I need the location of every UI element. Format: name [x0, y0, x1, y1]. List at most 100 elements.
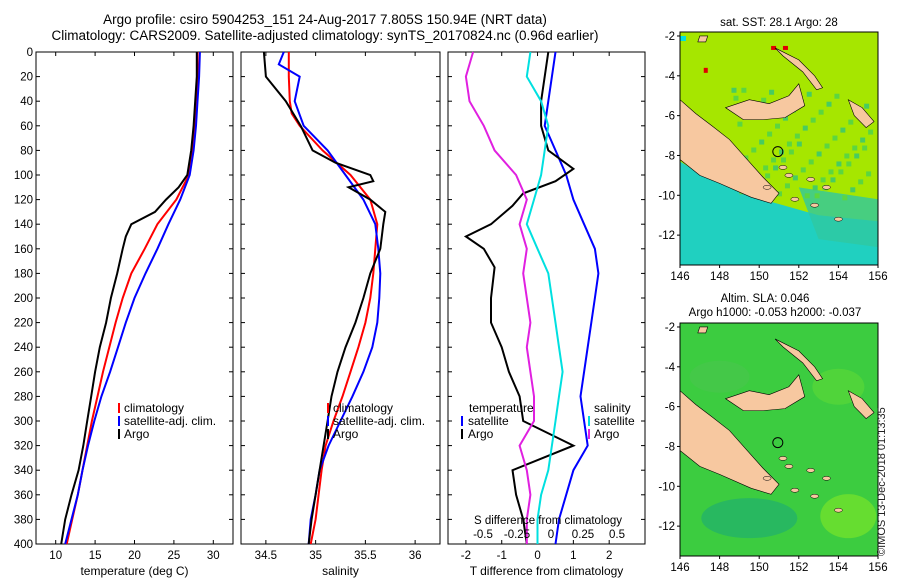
sst-pixel [850, 187, 856, 193]
map-lon-label: 148 [710, 562, 729, 574]
panel-frame-salinity [240, 51, 441, 545]
sst-pixel [838, 169, 844, 175]
sst-pixel [731, 87, 737, 93]
map-lat-label: -10 [658, 190, 675, 202]
small-island [834, 507, 843, 513]
small-island [810, 494, 819, 499]
depth-tick-label: 140 [14, 219, 33, 231]
depth-tick-label: 360 [14, 490, 33, 502]
sst-pixel [773, 165, 779, 171]
manus-island [697, 326, 709, 334]
depth-tick-label: 120 [14, 195, 33, 207]
sst-pixel [830, 177, 836, 183]
x-tick-label: 35.5 [354, 550, 376, 562]
argo-position-marker [772, 146, 784, 158]
series-line-temperature-2 [60, 52, 198, 545]
small-island [822, 476, 831, 481]
map-lat-label: -12 [658, 230, 675, 242]
x-axis-label: salinity [322, 564, 359, 578]
depth-tick-label: 40 [20, 96, 33, 108]
sst-pixel [864, 103, 870, 109]
small-island [790, 488, 800, 493]
legend-label-diff-right: Argo [594, 427, 620, 441]
depth-tick-label: 320 [14, 441, 33, 453]
depth-tick-label: 400 [14, 539, 33, 551]
small-island [778, 456, 788, 461]
legend-swatch-salinity [327, 416, 329, 426]
legend-label-salinity: Argo [333, 427, 359, 441]
x-tick-label: 15 [89, 550, 102, 562]
manus-island [697, 35, 709, 43]
map-lat-label: -6 [665, 402, 675, 414]
depth-tick-label: 300 [14, 416, 33, 428]
depth-tick-label: 80 [20, 145, 33, 157]
x-tick-label: 35 [309, 550, 322, 562]
legend-swatch-diff-left [461, 416, 463, 426]
small-island [790, 197, 800, 202]
sst-pixel [782, 115, 788, 121]
new-britain-land [724, 83, 806, 120]
map-sst-map [677, 31, 879, 268]
sst-pixel [824, 143, 830, 149]
sst-pixel [818, 109, 824, 115]
sst-pixel [842, 195, 848, 201]
secondary-axis-label: S difference from climatology [474, 515, 622, 527]
depth-tick-label: 60 [20, 121, 33, 133]
x-axis-label: temperature (deg C) [80, 564, 188, 578]
new-guinea-land [679, 99, 780, 204]
sst-pixel [796, 141, 802, 147]
legend-label-diff-right: satellite [594, 414, 635, 428]
sst-pixel [848, 119, 854, 125]
sst-pixel [802, 125, 808, 131]
sst-pixel [844, 153, 850, 159]
sst-pixel [846, 161, 852, 167]
series-line-temperature-1 [64, 51, 201, 545]
depth-tick-label: 200 [14, 293, 33, 305]
imos-credit: ©IMOS 13-Dec-2018 01:13:35 [876, 407, 888, 556]
map-lat-label: -4 [665, 362, 676, 374]
sst-hot-pixel [782, 45, 788, 50]
sst-pixel [804, 193, 810, 199]
secondary-tick-label: 0.5 [609, 529, 625, 541]
legend-swatch-diff-right [588, 429, 590, 439]
small-island [784, 173, 794, 178]
sst-pixel [741, 87, 747, 93]
sst-pixel [786, 141, 792, 147]
map-lon-label: 156 [868, 562, 887, 574]
x-tick-label: 34.5 [255, 550, 277, 562]
sst-pixel [761, 97, 767, 103]
sst-pixel [775, 123, 781, 129]
map-lon-label: 152 [789, 562, 808, 574]
map-lat-label: -2 [665, 322, 675, 334]
legend-label-diff-left: Argo [468, 427, 494, 441]
series-line-difference-0 [543, 51, 600, 545]
x-tick-label: 0 [534, 550, 540, 562]
legend-label-temperature: Argo [124, 427, 150, 441]
sst-pixel [800, 167, 806, 173]
legend-label-salinity: climatology [333, 401, 393, 415]
legend-swatch-salinity [327, 429, 329, 439]
sst-map-title: sat. SST: 28.1 Argo: 28 [720, 17, 838, 29]
sst-pixel [794, 133, 800, 139]
secondary-tick-label: 0.25 [572, 529, 594, 541]
map-lon-label: 156 [868, 271, 887, 283]
legend-swatch-temperature [118, 416, 120, 426]
depth-tick-label: 260 [14, 367, 33, 379]
series-line-difference-2 [525, 51, 564, 544]
x-tick-label: 25 [168, 550, 181, 562]
small-island [806, 177, 815, 182]
sst-pixel [771, 157, 777, 163]
map-lat-label: -8 [665, 150, 675, 162]
new-britain-land [724, 374, 806, 411]
series-line-difference-1 [463, 51, 576, 545]
series-line-salinity-2 [262, 51, 387, 545]
map-lon-label: 154 [829, 271, 849, 283]
legend-label-diff-left: satellite [468, 414, 509, 428]
sst-pixel [788, 149, 794, 155]
sst-pixel [862, 145, 868, 151]
sla-map-title-line2: Argo h1000: -0.053 h2000: -0.037 [689, 307, 862, 319]
depth-tick-label: 180 [14, 268, 33, 280]
sst-pixel [733, 95, 739, 101]
legend-label-temperature: satellite-adj. clim. [124, 414, 216, 428]
